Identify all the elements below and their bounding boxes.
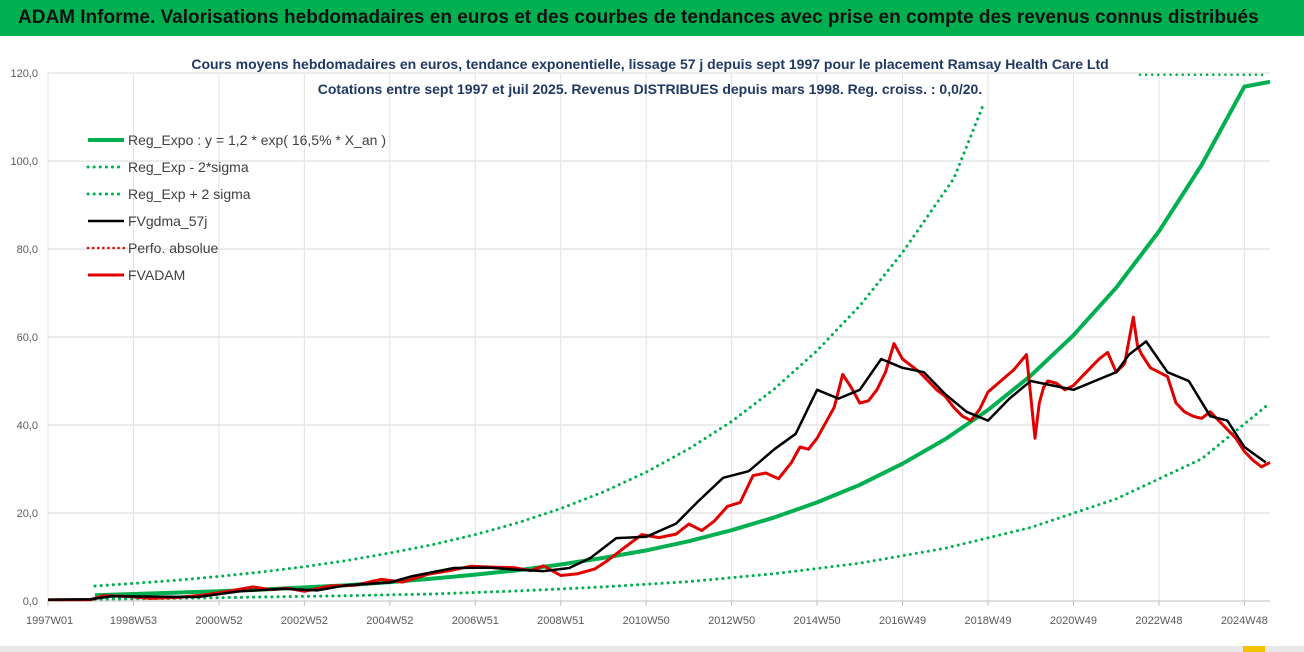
x-tick-label: 2004W52 xyxy=(366,615,413,627)
x-tick-label: 2022W48 xyxy=(1135,615,1182,627)
chart-area: 0,0 20,0 40,0 60,0 80,0 100,0 120,0 1997W01 199… xyxy=(0,36,1304,652)
legend-label: Perfo. absolue xyxy=(128,240,218,256)
x-tick-label: 2018W49 xyxy=(964,615,1011,627)
x-tick-label: 2014W50 xyxy=(794,615,841,627)
series-line-1 xyxy=(93,401,1272,601)
series-line-2 xyxy=(93,102,986,588)
x-tick-label: 2010W50 xyxy=(623,615,670,627)
y-axis-ticks: 0,0 20,0 40,0 60,0 80,0 100,0 120,0 xyxy=(10,68,38,608)
series-line-3 xyxy=(47,340,1267,601)
y-tick-label: 120,0 xyxy=(10,68,38,80)
legend-label: Reg_Expo : y = 1,2 * exp( 16,5% * X_an ) xyxy=(128,132,386,148)
x-tick-label: 1998W53 xyxy=(110,615,157,627)
bottom-strip xyxy=(0,646,1304,652)
legend-label: Reg_Exp + 2 sigma xyxy=(128,186,251,202)
legend-label: FVgdma_57j xyxy=(128,213,207,229)
yellow-marker xyxy=(1243,646,1265,652)
x-tick-label: 1997W01 xyxy=(26,615,73,627)
x-tick-label: 2008W51 xyxy=(537,615,584,627)
chart-title-line2: Cotations entre sept 1997 et juil 2025. … xyxy=(318,81,982,97)
x-tick-label: 2000W52 xyxy=(195,615,242,627)
x-tick-label: 2016W49 xyxy=(879,615,926,627)
x-tick-label: 2006W51 xyxy=(452,615,499,627)
x-tick-label: 2020W49 xyxy=(1050,615,1097,627)
x-tick-label: 2002W52 xyxy=(281,615,328,627)
legend-label: FVADAM xyxy=(128,267,185,283)
series-layer xyxy=(47,73,1272,602)
page-header-title: ADAM Informe. Valorisations hebdomadaire… xyxy=(0,0,1304,36)
x-tick-label: 2012W50 xyxy=(708,615,755,627)
y-tick-label: 0,0 xyxy=(23,596,38,608)
grid-lines xyxy=(47,72,1270,602)
y-tick-label: 80,0 xyxy=(17,244,38,256)
y-tick-label: 60,0 xyxy=(17,332,38,344)
y-tick-label: 100,0 xyxy=(10,156,38,168)
x-tick-label: 2024W48 xyxy=(1221,615,1268,627)
y-tick-label: 40,0 xyxy=(17,420,38,432)
y-tick-label: 20,0 xyxy=(17,508,38,520)
chart-title-line1: Cours moyens hebdomadaires en euros, ten… xyxy=(191,56,1108,72)
x-axis-ticks: 1997W01 1998W53 2000W52 2002W52 2004W52 2006W… xyxy=(26,601,1268,627)
legend-label: Reg_Exp - 2*sigma xyxy=(128,159,249,175)
legend: Reg_Expo : y = 1,2 * exp( 16,5% * X_an )… xyxy=(86,132,386,283)
series-line-4 xyxy=(48,315,1271,602)
